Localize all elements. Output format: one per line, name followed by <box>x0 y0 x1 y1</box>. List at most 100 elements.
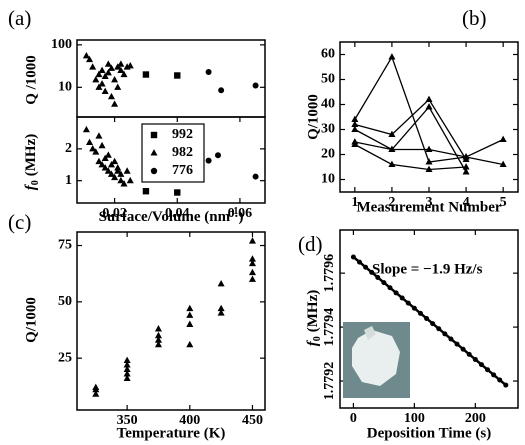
y-tick-label: 1.7794 <box>322 308 337 347</box>
triangle-marker <box>217 304 225 312</box>
triangle-marker <box>101 72 109 80</box>
circle-marker <box>472 356 478 362</box>
triangle-marker <box>154 325 162 332</box>
triangle-marker <box>351 140 359 148</box>
x-tick-label: 100 <box>404 411 425 426</box>
circle-marker <box>375 274 381 280</box>
triangle-marker <box>186 320 194 327</box>
series-line <box>354 98 467 160</box>
square-marker <box>174 72 181 79</box>
x-tick-label: 2 <box>388 195 395 210</box>
triangle-marker <box>95 157 103 165</box>
triangle-marker <box>95 70 103 78</box>
triangle-marker <box>107 170 115 177</box>
triangle-marker <box>425 158 433 165</box>
circle-marker <box>381 280 387 286</box>
plot-frame <box>339 229 519 409</box>
y-tick-label: 40 <box>321 97 335 112</box>
series-line <box>354 143 467 171</box>
y-tick-label: 100 <box>51 37 72 52</box>
triangle-marker <box>123 361 131 368</box>
x-label-main: Surface/Volume (nm <box>99 209 231 225</box>
triangle-marker <box>499 160 507 168</box>
circle-marker <box>417 310 423 316</box>
triangle-marker <box>154 340 162 348</box>
triangle-marker <box>101 164 109 171</box>
triangle-marker <box>104 151 112 158</box>
triangle-marker <box>154 336 162 343</box>
x-tick-label: 0.02 <box>102 206 127 221</box>
triangle-marker <box>217 309 225 316</box>
x-axis-label: Deposition Time (s) <box>367 425 491 441</box>
x-axis-label: Surface/Volume (nm-1) <box>99 206 244 225</box>
legend-label: 992 <box>172 127 193 142</box>
triangle-marker <box>111 157 119 165</box>
triangle-marker <box>114 164 122 171</box>
circle-marker <box>215 152 221 159</box>
x-tick-label: 5 <box>500 195 507 210</box>
triangle-marker <box>123 374 131 382</box>
circle-marker <box>491 372 497 378</box>
y-tick-label: 2 <box>65 141 72 156</box>
x-tick-label: 0.04 <box>165 206 190 221</box>
x-tick-label: 450 <box>242 413 263 428</box>
triangle-marker <box>92 390 100 397</box>
inset-blob <box>352 330 400 386</box>
circle-marker <box>466 351 472 357</box>
square-marker <box>150 131 158 139</box>
triangle-marker <box>123 167 131 174</box>
triangle-marker <box>95 132 103 139</box>
plot-frame <box>76 231 266 411</box>
y-tick-label: 1.7792 <box>322 362 337 401</box>
circle-marker <box>205 68 212 75</box>
x-label-superscript: -1 <box>230 206 238 217</box>
y-tick-label: 1.7796 <box>322 254 337 293</box>
triangle-marker <box>248 255 256 262</box>
triangle-marker <box>98 80 106 87</box>
triangle-marker <box>92 148 100 155</box>
y-label-unit: (MHz) <box>23 134 39 176</box>
x-label-close: ) <box>238 209 243 225</box>
triangle-marker <box>351 115 359 123</box>
triangle-marker <box>82 52 90 59</box>
triangle-marker <box>425 95 433 103</box>
circle-marker <box>497 377 503 383</box>
square-marker <box>142 71 150 78</box>
triangle-marker <box>86 55 94 63</box>
y-label-symbol: f <box>305 339 321 346</box>
panel-label: (b) <box>462 6 487 30</box>
x-tick-label: 3 <box>426 195 433 210</box>
triangle-marker <box>425 103 433 110</box>
triangle-marker <box>126 176 134 184</box>
x-tick-label: 0 <box>350 411 357 426</box>
triangle-marker <box>425 165 433 173</box>
series-line <box>354 105 467 173</box>
triangle-marker <box>126 62 134 69</box>
triangle-marker <box>248 237 256 244</box>
y-tick-label: 10 <box>321 172 335 187</box>
circle-marker <box>454 341 460 347</box>
circle-marker <box>405 300 411 306</box>
triangle-marker <box>86 138 94 146</box>
triangle-marker <box>111 75 119 83</box>
y-axis-label: Q /1000 <box>23 55 39 105</box>
y-tick-label: 10 <box>58 80 72 95</box>
triangle-marker <box>92 75 100 83</box>
triangle-marker <box>117 66 125 73</box>
x-axis-label: Temperature (K) <box>117 425 226 441</box>
panel-label: (d) <box>298 232 323 256</box>
triangle-marker <box>388 145 396 153</box>
circle-marker <box>387 285 393 291</box>
circle-marker <box>448 336 454 342</box>
circle-marker <box>460 346 466 352</box>
circle-marker <box>478 362 484 368</box>
triangle-marker <box>186 340 194 348</box>
panel-label: (a) <box>8 6 31 30</box>
triangle-marker <box>98 66 106 73</box>
x-tick-label: 350 <box>117 413 138 428</box>
circle-marker <box>411 305 417 311</box>
triangle-marker <box>111 173 119 181</box>
legend-label: 982 <box>172 145 193 160</box>
circle-marker <box>357 259 363 265</box>
